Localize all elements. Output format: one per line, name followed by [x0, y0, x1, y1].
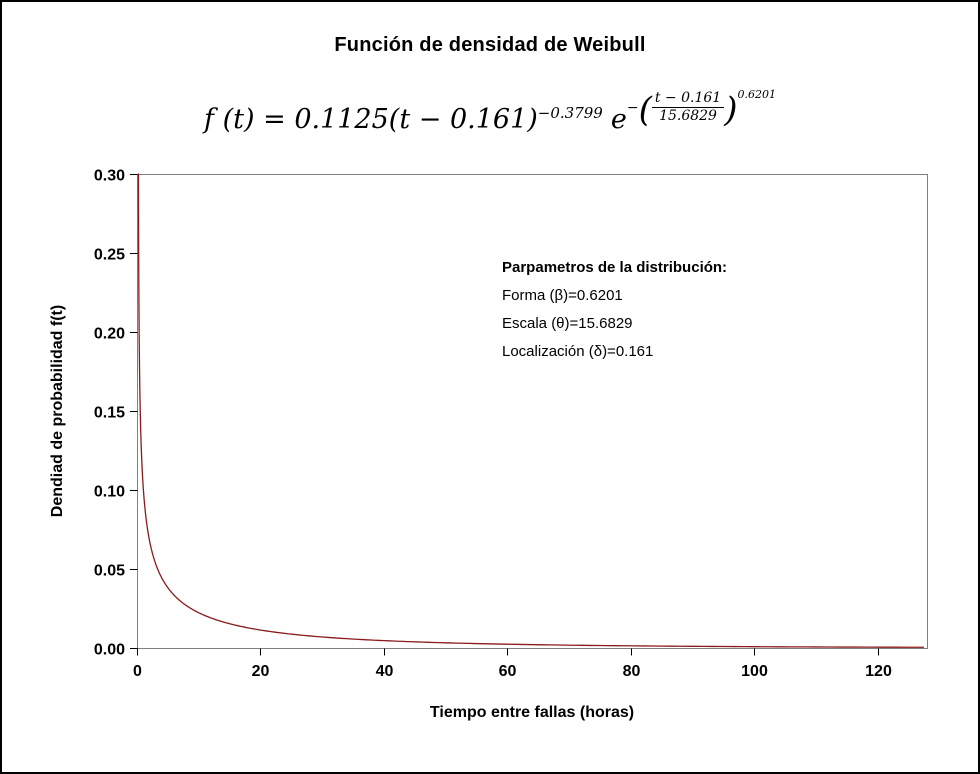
x-tick-label: 60	[499, 663, 517, 680]
formula-exponent-outer: 0.6201	[737, 88, 776, 101]
x-tick-label: 20	[252, 663, 270, 680]
weibull-curve	[137, 173, 924, 648]
right-paren: )	[724, 90, 738, 130]
formula-exponent-1: −0.3799	[537, 104, 603, 122]
x-tick-label: 80	[623, 663, 641, 680]
plot-area: 0.00 0.05 0.10 0.15 0.20 0.25 0.30 0 20 40 60 80 100…	[94, 168, 928, 680]
plot-frame	[137, 174, 928, 649]
distribution-parameters-annotation: Parpametros de la distribución: Forma (β…	[502, 254, 727, 366]
annotation-forma: Forma (β)=0.6201	[502, 287, 623, 304]
y-tick-label: 0.15	[94, 405, 125, 422]
y-tick-label: 0.10	[94, 484, 125, 501]
x-tick-label: 120	[865, 663, 892, 680]
formula-exponent-2: −(t − 0.161 15.6829)0.6201	[626, 88, 776, 127]
annotation-title: Parpametros de la distribución:	[502, 259, 728, 276]
fraction-numerator: t − 0.161	[651, 90, 725, 108]
y-tick-label: 0.05	[94, 563, 125, 580]
weibull-density-formula: f (t) = 0.1125(t − 0.161)−0.3799 e−(t − 0…	[2, 88, 978, 135]
y-tick-label: 0.25	[94, 247, 125, 264]
formula-main: f (t) = 0.1125(t − 0.161)	[204, 104, 538, 135]
formula-minus-sign: −	[626, 100, 639, 116]
chart-title: Función de densidad de Weibull	[334, 34, 646, 56]
x-tick-label: 0	[133, 663, 142, 680]
annotation-escala: Escala (θ)=15.6829	[502, 315, 633, 332]
formula-fraction: t − 0.161 15.6829	[651, 90, 725, 124]
y-tick-label: 0.20	[94, 326, 125, 343]
x-tick-label: 40	[376, 663, 394, 680]
x-tick-label: 100	[741, 663, 768, 680]
y-tick-label: 0.00	[94, 642, 125, 659]
x-axis-label: Tiempo entre fallas (horas)	[429, 704, 635, 721]
y-tick-label: 0.30	[94, 168, 125, 185]
formula-euler: e	[610, 104, 627, 135]
fraction-denominator: 15.6829	[659, 107, 717, 124]
left-paren: (	[638, 90, 652, 130]
annotation-localizacion: Localización (δ)=0.161	[502, 343, 654, 360]
